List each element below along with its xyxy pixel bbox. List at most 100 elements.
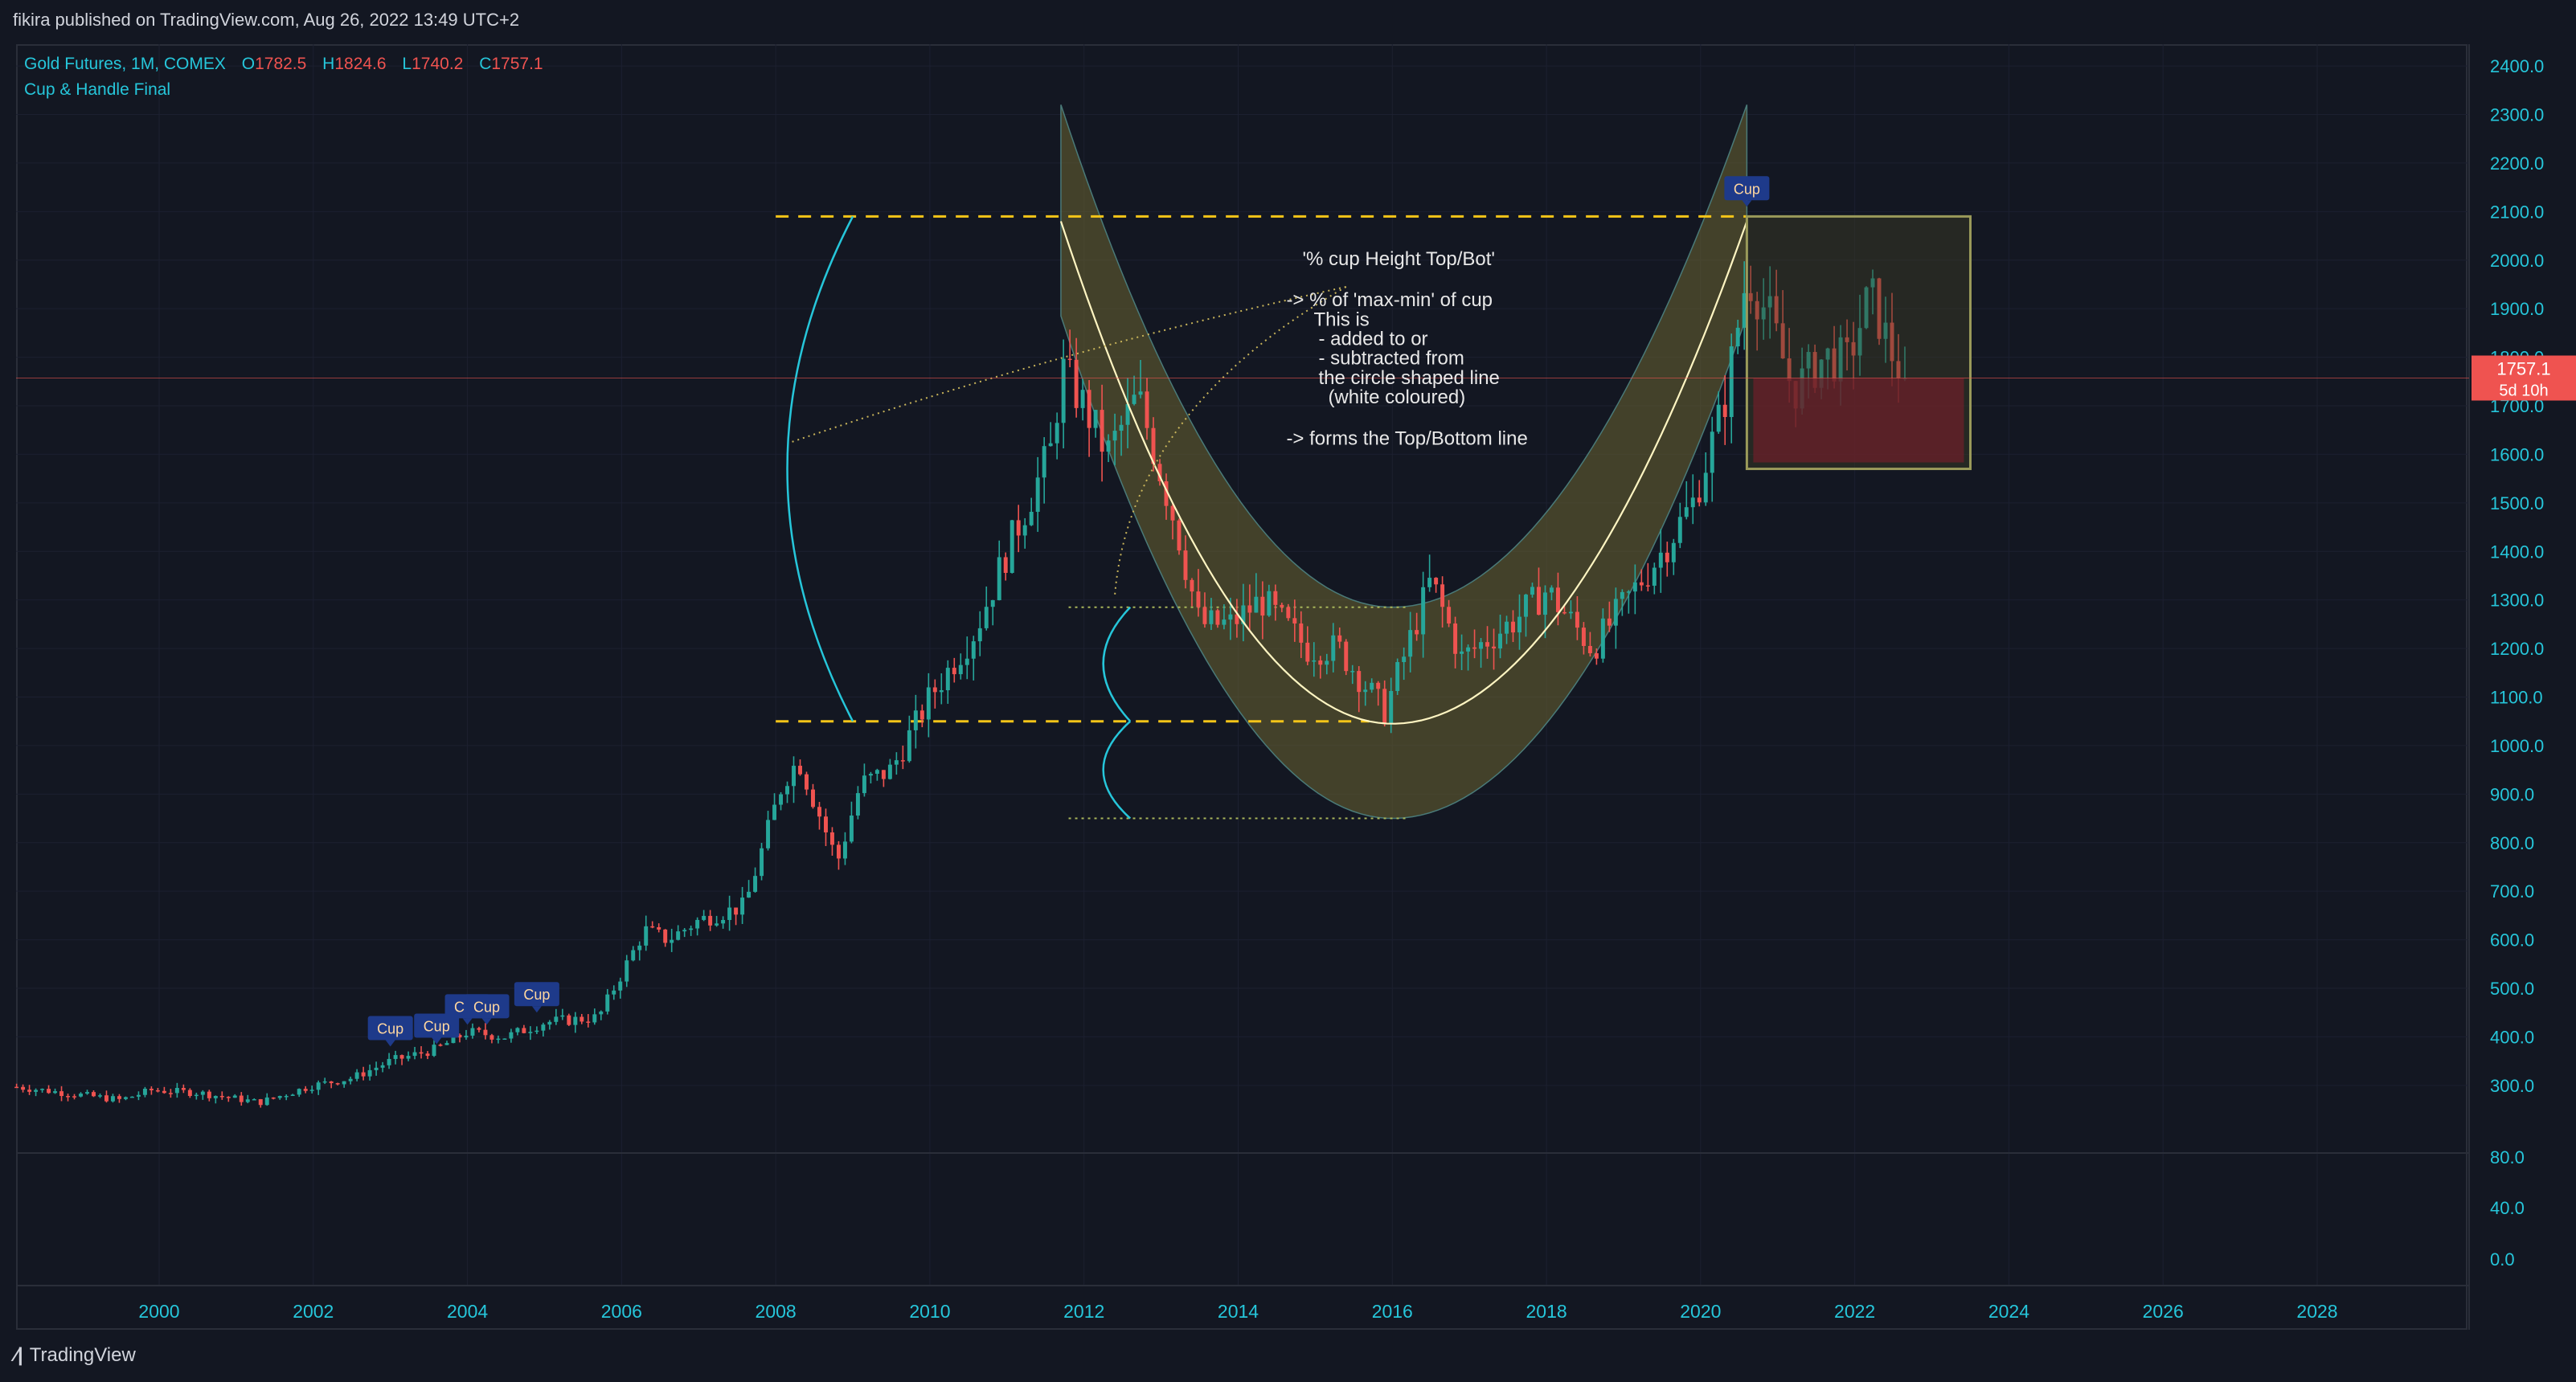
candle-body [1537,587,1541,615]
candle-body [984,607,989,628]
candle-body [1479,642,1484,649]
candle-body [579,1016,584,1022]
candle-body [271,1097,276,1099]
candle-body [689,928,694,930]
close-value: 1757.1 [491,55,543,73]
cup-marker[interactable] [414,1013,460,1038]
candle-body [1157,464,1162,482]
candle-body [27,1090,32,1092]
symbol-label[interactable]: Gold Futures, 1M, COMEX [24,55,226,73]
cup-marker[interactable] [367,1016,413,1041]
candle-body [792,766,796,787]
candle-body [1280,604,1284,607]
candle-body [1370,682,1374,690]
candle-body [1434,578,1439,585]
candle-body [1568,611,1573,614]
candle-body [1389,691,1394,725]
candle-body [1067,358,1072,361]
candle-body [219,1095,224,1098]
candle-body [1838,337,1843,382]
candle-body [213,1095,218,1098]
cup-marker[interactable] [1724,176,1770,201]
candle-body [348,1078,353,1081]
candle-body [374,1067,379,1070]
candle-body [1074,359,1079,408]
candle-body [380,1065,385,1068]
candle-body [1530,587,1534,595]
price-axis-label: 400.0 [2490,1027,2534,1047]
candle-body [194,1094,199,1097]
candle-body [811,789,815,808]
candle-body [1684,507,1689,517]
cup-marker-label: Cup [377,1021,403,1037]
candle-body [1774,296,1779,324]
candle-body [1247,605,1252,613]
low-value: 1740.2 [412,55,464,73]
cup-marker-label: Cup [473,999,500,1015]
candle-body [534,1030,539,1032]
candle-body [1215,610,1220,625]
candle-body [1318,660,1323,665]
candle-body [264,1097,269,1106]
candle-body [1164,481,1169,506]
cup-marker[interactable] [514,982,559,1007]
cup-marker-pointer [1742,200,1752,207]
cup-marker[interactable] [464,994,510,1019]
upper-offset-arc [1102,606,1132,722]
candle-body [1575,611,1579,628]
candle-body [766,820,771,848]
chart-frame[interactable] [16,44,2467,1330]
candle-body [297,1089,301,1095]
time-axis-label: 2026 [2143,1301,2184,1322]
candle-body [79,1094,83,1097]
candle-body [894,760,899,765]
price-axis-label: 2300.0 [2490,105,2544,125]
low-label: L [402,55,412,73]
price-axis-label: 1000.0 [2490,736,2544,756]
candle-body [1742,292,1747,328]
candle-body [1761,307,1766,320]
candle-body [1228,614,1233,620]
candle-body [663,929,668,943]
indicator-name[interactable]: Cup & Handle Final [24,80,171,99]
time-axis-label: 2020 [1680,1301,1721,1322]
candle-body [226,1097,231,1098]
candle-body [1048,443,1053,447]
candle-body [1080,390,1085,408]
candle-body [637,945,642,951]
candle-body [1492,646,1497,649]
candle-body [104,1095,109,1102]
candle-body [245,1099,250,1102]
candle-body [862,775,866,794]
candle-body [457,1034,462,1038]
candle-body [1299,623,1304,643]
candle-body [528,1032,533,1033]
candle-body [1022,525,1027,536]
candle-body [1421,587,1426,635]
indicator-axis-label: 80.0 [2490,1147,2525,1167]
candle-body [560,1015,565,1017]
price-axis-label: 2000.0 [2490,251,2544,271]
candle-body [1241,605,1246,624]
candle-body [785,786,790,795]
candle-body [805,774,809,790]
candle-body [335,1083,340,1085]
candle-body [1587,645,1592,653]
tradingview-logo[interactable]: ⁄| TradingView [14,1344,136,1367]
candle-body [913,710,918,730]
candle-body [631,950,636,961]
candle-body [760,848,764,877]
candle-body [181,1088,186,1090]
candle-body [612,990,616,995]
candle-body [926,687,931,720]
candle-body [1376,682,1381,689]
candle-body [1061,358,1066,423]
cup-marker-pointer [531,1006,542,1013]
candle-body [779,794,784,805]
candle-body [1472,647,1477,649]
candle-body [1639,582,1644,586]
candle-body [1870,278,1875,288]
candle-body [599,1011,604,1015]
candle-body [772,804,777,820]
